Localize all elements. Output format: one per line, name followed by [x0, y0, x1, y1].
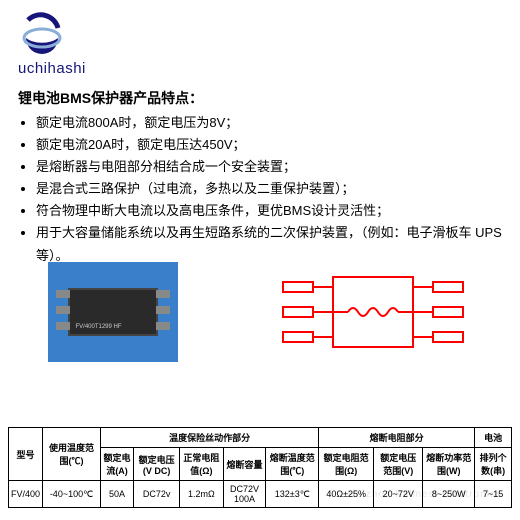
- list-item: 是混合式三路保护（过电流，多热以及二重保护装置）；: [36, 178, 506, 200]
- sub-col: 额定电流(A): [100, 448, 133, 481]
- logo-icon: [18, 10, 66, 58]
- cell: -40~100℃: [43, 481, 101, 508]
- sub-col: 熔断容量: [223, 448, 266, 481]
- cell: 132±3℃: [266, 481, 319, 508]
- cell: 7~15: [475, 481, 512, 508]
- sub-col: 额定电压范围(V): [374, 448, 423, 481]
- col-battery: 电池: [475, 428, 512, 448]
- chip-label: FV/400T1299 HF: [76, 324, 122, 330]
- list-item: 是熔断器与电阻部分相结合成一个安全装置；: [36, 156, 506, 178]
- logo: uchihashi: [18, 10, 86, 77]
- cell: 50A: [100, 481, 133, 508]
- sub-col: 正常电阻值(Ω): [180, 448, 224, 481]
- sub-col: 额定电阻范围(Ω): [319, 448, 374, 481]
- feature-list: 额定电流800A时，额定电压为8V； 额定电流20A时，额定电压达450V； 是…: [18, 112, 506, 267]
- sub-col: 熔断温度范围(℃): [266, 448, 319, 481]
- table-row: FV/400 -40~100℃ 50A DC72v 1.2mΩ DC72V 10…: [9, 481, 512, 508]
- list-item: 额定电流800A时，额定电压为8V；: [36, 112, 506, 134]
- cell: 20~72V: [374, 481, 423, 508]
- sub-col: 排列个数(串): [475, 448, 512, 481]
- sub-col: 熔断功率范围(W): [423, 448, 475, 481]
- col-fuse-group: 温度保险丝动作部分: [100, 428, 318, 448]
- table-header-row: 型号 使用温度范围(℃) 温度保险丝动作部分 熔断电阻部分 电池: [9, 428, 512, 448]
- list-item: 符合物理中断大电流以及高电压条件，更优BMS设计灵活性；: [36, 200, 506, 222]
- list-item: 额定电流20A时，额定电压达450V；: [36, 134, 506, 156]
- sub-col: 额定电压(V DC): [134, 448, 180, 481]
- schematic-diagram: [273, 262, 473, 362]
- col-model: 型号: [9, 428, 43, 481]
- list-item: 用于大容量储能系统以及再生短路系统的二次保护装置，（例如：电子滑板车 UPS等）…: [36, 222, 506, 266]
- cell: DC72v: [134, 481, 180, 508]
- spec-table: 型号 使用温度范围(℃) 温度保险丝动作部分 熔断电阻部分 电池 额定电流(A)…: [8, 427, 512, 508]
- product-photo: FV/400T1299 HF: [48, 262, 178, 362]
- brand-name: uchihashi: [18, 60, 86, 77]
- image-row: FV/400T1299 HF: [0, 262, 520, 362]
- chip-icon: FV/400T1299 HF: [68, 288, 158, 336]
- cell: DC72V 100A: [223, 481, 266, 508]
- col-resistor-group: 熔断电阻部分: [319, 428, 475, 448]
- col-temp: 使用温度范围(℃): [43, 428, 101, 481]
- page-title: 锂电池BMS保护器产品特点：: [18, 88, 203, 108]
- cell: 1.2mΩ: [180, 481, 224, 508]
- cell: 8~250W: [423, 481, 475, 508]
- cell: FV/400: [9, 481, 43, 508]
- cell: 40Ω±25%: [319, 481, 374, 508]
